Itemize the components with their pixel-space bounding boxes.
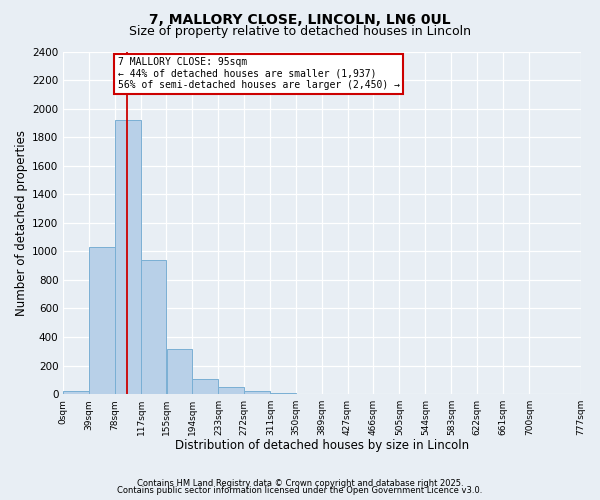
- Text: Contains public sector information licensed under the Open Government Licence v3: Contains public sector information licen…: [118, 486, 482, 495]
- Bar: [64, 391, 89, 394]
- Bar: [89, 247, 115, 394]
- X-axis label: Distribution of detached houses by size in Lincoln: Distribution of detached houses by size …: [175, 440, 469, 452]
- Text: Contains HM Land Registry data © Crown copyright and database right 2025.: Contains HM Land Registry data © Crown c…: [137, 478, 463, 488]
- Bar: [141, 260, 166, 394]
- Y-axis label: Number of detached properties: Number of detached properties: [15, 130, 28, 316]
- Bar: [193, 379, 218, 394]
- Text: 7, MALLORY CLOSE, LINCOLN, LN6 0UL: 7, MALLORY CLOSE, LINCOLN, LN6 0UL: [149, 12, 451, 26]
- Text: 7 MALLORY CLOSE: 95sqm
← 44% of detached houses are smaller (1,937)
56% of semi-: 7 MALLORY CLOSE: 95sqm ← 44% of detached…: [118, 57, 400, 90]
- Bar: [218, 387, 244, 394]
- Bar: [167, 349, 193, 394]
- Bar: [244, 391, 270, 394]
- Bar: [115, 120, 141, 394]
- Text: Size of property relative to detached houses in Lincoln: Size of property relative to detached ho…: [129, 25, 471, 38]
